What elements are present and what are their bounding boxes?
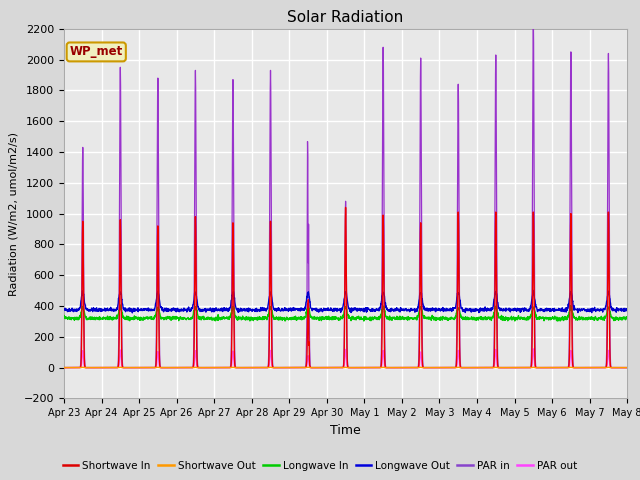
Text: WP_met: WP_met bbox=[70, 46, 123, 59]
Y-axis label: Radiation (W/m2, umol/m2/s): Radiation (W/m2, umol/m2/s) bbox=[8, 132, 18, 296]
Title: Solar Radiation: Solar Radiation bbox=[287, 10, 404, 25]
Legend: Shortwave In, Shortwave Out, Longwave In, Longwave Out, PAR in, PAR out: Shortwave In, Shortwave Out, Longwave In… bbox=[58, 456, 582, 475]
X-axis label: Time: Time bbox=[330, 424, 361, 437]
